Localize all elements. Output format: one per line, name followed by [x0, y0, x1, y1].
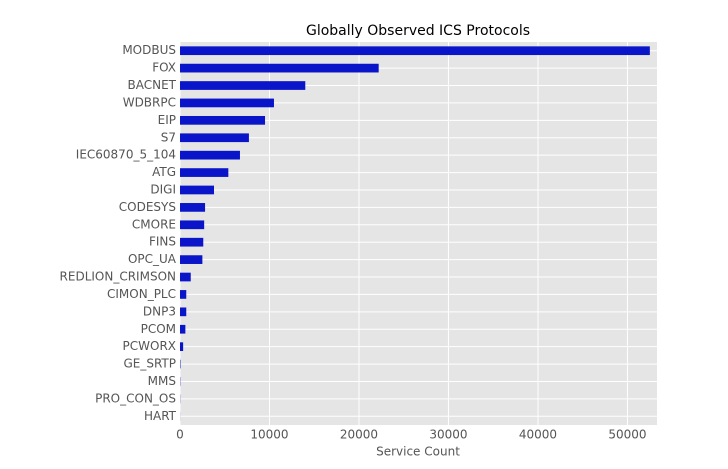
- y-tick-label: WDBRPC: [123, 95, 176, 109]
- y-tick-label: HART: [144, 409, 177, 423]
- y-tick-label: MODBUS: [122, 43, 176, 57]
- bar: [180, 307, 186, 316]
- chart-title: Globally Observed ICS Protocols: [306, 23, 530, 39]
- bar: [180, 273, 191, 282]
- bar: [180, 151, 240, 160]
- bar: [180, 290, 186, 299]
- bar: [180, 255, 202, 264]
- bar: [180, 203, 205, 212]
- y-tick-label: DIGI: [150, 182, 176, 196]
- bar: [180, 46, 650, 55]
- bar: [180, 168, 228, 177]
- y-tick-label: CIMON_PLC: [107, 287, 176, 301]
- bar: [180, 133, 249, 142]
- y-tick-label: GE_SRTP: [123, 357, 176, 371]
- y-tick-label: CMORE: [132, 217, 176, 231]
- y-tick-label: IEC60870_5_104: [76, 148, 176, 162]
- y-tick-label: FOX: [152, 61, 176, 75]
- bar: [180, 220, 204, 229]
- y-tick-label: BACNET: [128, 78, 177, 92]
- bar: [180, 64, 379, 73]
- y-tick-label: PRO_CON_OS: [95, 391, 176, 405]
- y-tick-label: EIP: [158, 113, 176, 127]
- x-tick-label: 50000: [608, 428, 646, 442]
- y-tick-label: MMS: [148, 374, 176, 388]
- bar: [180, 99, 274, 108]
- y-tick-label: CODESYS: [119, 200, 176, 214]
- x-tick-label: 20000: [340, 428, 378, 442]
- y-tick-label: FINS: [149, 235, 176, 249]
- x-tick-label: 40000: [519, 428, 557, 442]
- y-tick-label: DNP3: [143, 304, 176, 318]
- x-tick-label: 30000: [429, 428, 467, 442]
- bar: [180, 81, 305, 90]
- bar: [180, 116, 265, 125]
- y-tick-label: REDLION_CRIMSON: [60, 270, 176, 284]
- y-tick-label: PCOM: [141, 322, 176, 336]
- y-tick-label: ATG: [152, 165, 176, 179]
- x-axis-label: Service Count: [376, 445, 460, 459]
- x-tick-label: 10000: [250, 428, 288, 442]
- bar: [180, 186, 214, 195]
- y-tick-label: OPC_UA: [128, 252, 177, 266]
- x-tick-label: 0: [176, 428, 184, 442]
- bar: [180, 342, 183, 351]
- y-tick-label: PCWORX: [123, 339, 176, 353]
- y-tick-label: S7: [161, 130, 176, 144]
- bar: [180, 325, 185, 334]
- bar: [180, 238, 203, 247]
